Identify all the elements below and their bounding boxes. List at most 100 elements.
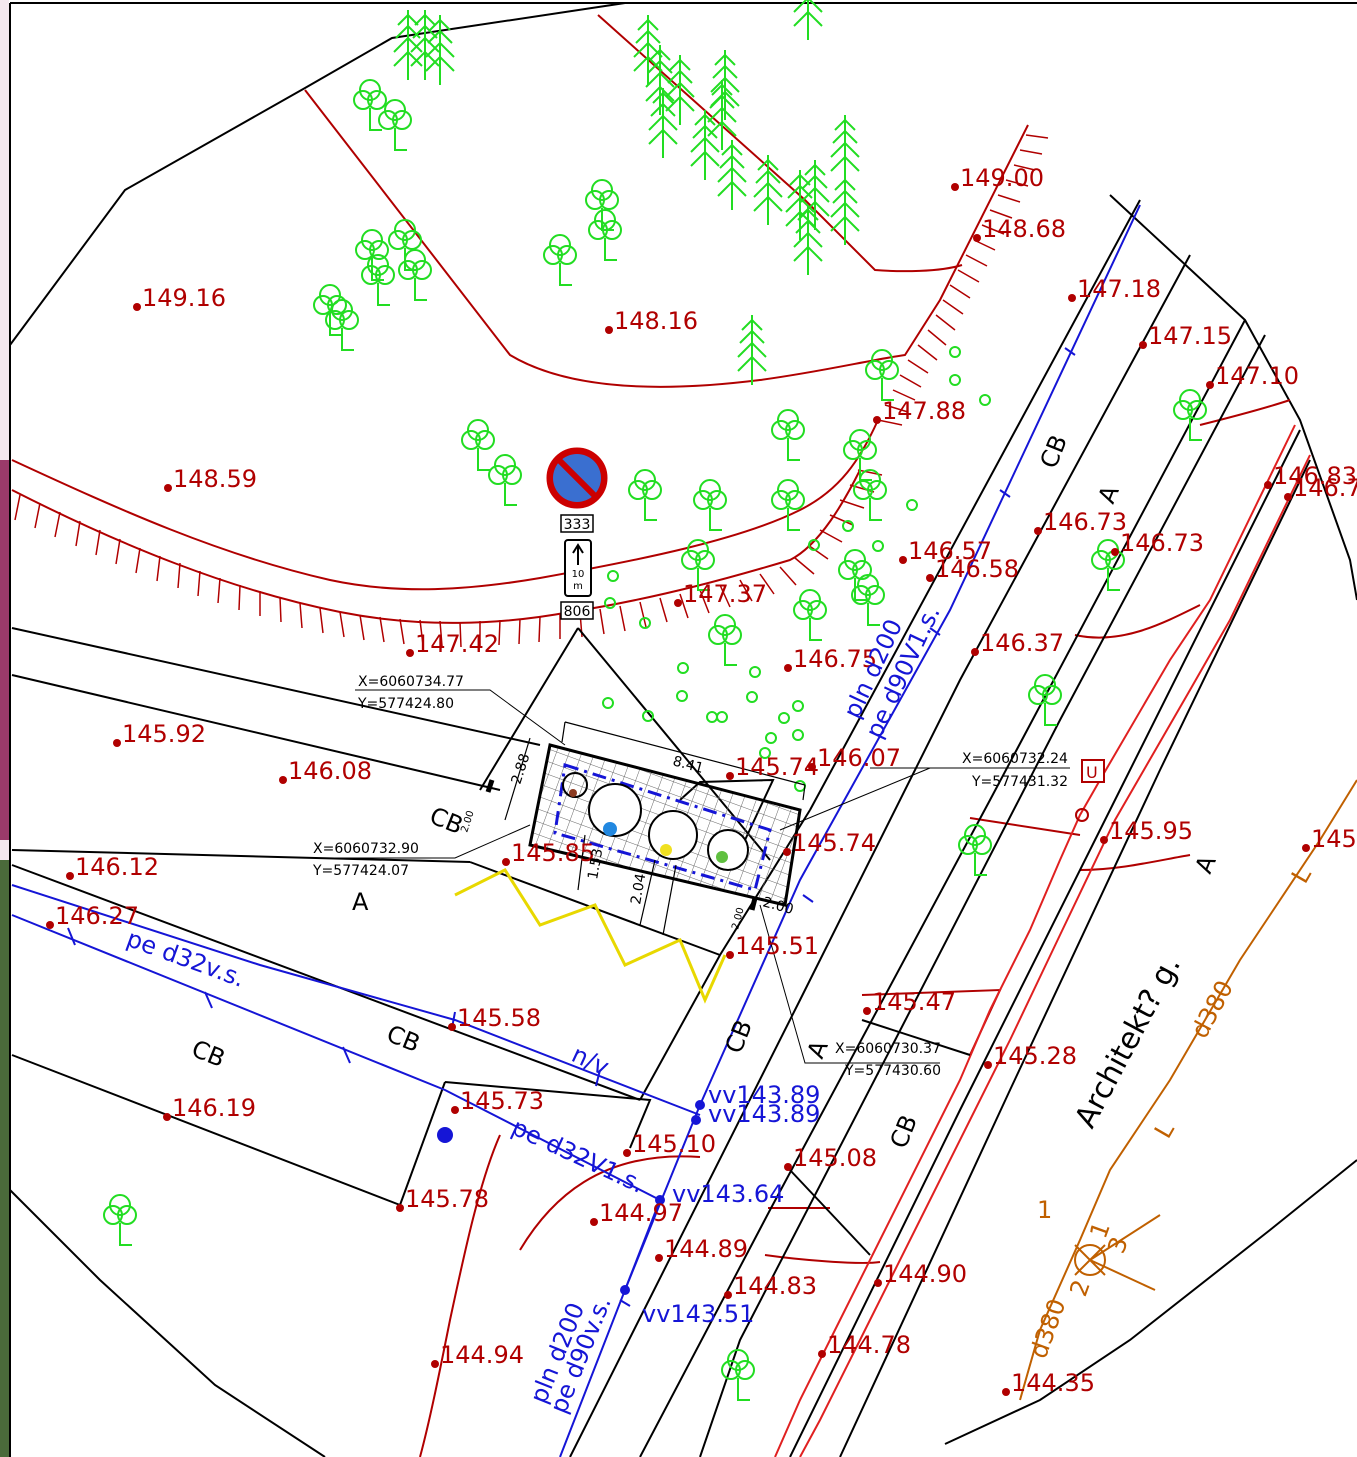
elevation-label: 147.88 [882,397,966,425]
elevation-label: 145.28 [993,1042,1077,1070]
water-level-label: vv143.51 [642,1300,754,1328]
coord-x: X=6060734.77 [358,674,464,690]
elevation-label: 145.74 [735,753,819,781]
elevation-point-icon [724,1291,732,1299]
elevation-point-icon [899,556,907,564]
elevation-point-icon [406,649,414,657]
sign-distance: 10 [572,569,585,580]
elevation-point-icon [971,648,979,656]
elevation-label: 145.74 [792,829,876,857]
water-level-label: vv143.64 [672,1180,784,1208]
elevation-label: 148.68 [982,215,1066,243]
coord-y: Y=577431.32 [971,774,1068,790]
elevation-label: 146.27 [55,902,139,930]
elevation-point-icon [863,1007,871,1015]
elevation-label: 147.42 [415,630,499,658]
elevation-point-icon [1002,1388,1010,1396]
elevation-label: 145.73 [460,1087,544,1115]
elevation-label: 149.00 [960,164,1044,192]
elevation-label: 145.92 [122,720,206,748]
elevation-label: 145.85 [511,839,595,867]
elevation-label: 147.18 [1077,275,1161,303]
elevation-label: 146.83 [1273,462,1357,490]
elevation-label: 145.10 [632,1130,716,1158]
water-level-label: vv143.89 [708,1100,820,1128]
elevation-label: 146.07 [817,744,901,772]
elevation-point-icon [818,1350,826,1358]
elevation-label: 145.08 [793,1144,877,1172]
elevation-point-icon [133,303,141,311]
elevation-point-icon [874,1279,882,1287]
elevation-label: 144.97 [599,1199,683,1227]
elevation-label: 146.75 [793,645,877,673]
elevation-point-icon [1034,527,1042,535]
elevation-point-icon [926,574,934,582]
elevation-label: 148.59 [173,465,257,493]
elevation-label: 146.08 [288,757,372,785]
elevation-label: 146.19 [172,1094,256,1122]
elevation-point-icon [502,858,510,866]
elevation-point-icon [1068,294,1076,302]
elevation-label: 147.10 [1215,362,1299,390]
sign-unit: m [573,581,583,592]
elevation-label: 146.73 [1043,508,1127,536]
dimension-label: 2.04 [628,872,649,906]
elevation-point-icon [1111,548,1119,556]
elevation-label: 145.47 [872,988,956,1016]
coord-y: Y=577424.07 [312,863,409,879]
elevation-point-icon [66,872,74,880]
elevation-point-icon [279,776,287,784]
elevation-point-icon [46,921,54,929]
elevation-point-icon [590,1218,598,1226]
elevation-point-icon [784,1163,792,1171]
elevation-point-icon [984,1061,992,1069]
elevation-point-icon [1206,381,1214,389]
elevation-label: 145.78 [405,1185,489,1213]
elevation-label: 144.83 [733,1272,817,1300]
elevation-label: 146.58 [935,555,1019,583]
elevation-point-icon [783,848,791,856]
hydrant-label: U [1086,763,1098,782]
elevation-label: 147.15 [1148,322,1232,350]
dimension-label: 2.00 [761,894,795,918]
elevation-point-icon [873,416,881,424]
elevation-point-icon [1302,844,1310,852]
elevation-point-icon [973,234,981,242]
elevation-label: 147.37 [683,580,767,608]
elevation-point-icon [655,1254,663,1262]
gas-number: 1 [1037,1196,1052,1224]
elevation-point-icon [1284,493,1292,501]
elevation-label: 146.57 [908,537,992,565]
elevation-label: 145.51 [735,932,819,960]
elevation-label: 144.78 [827,1331,911,1359]
elevation-point-icon [808,763,816,771]
elevation-point-icon [784,664,792,672]
elevation-label: 146.12 [75,853,159,881]
elevation-point-icon [113,739,121,747]
dimension-label: 8.41 [671,753,705,777]
elevation-point-icon [1139,341,1147,349]
elevation-point-icon [726,951,734,959]
sign-code-top: 333 [564,517,591,533]
elevation-label: 145.95 [1109,817,1193,845]
elevation-point-icon [951,183,959,191]
coord-y: Y=577430.60 [844,1063,941,1079]
elevation-point-icon [1100,836,1108,844]
elevation-points: 149.00148.68147.18147.15147.10146.83146.… [46,164,1357,1397]
elevation-label: 144.89 [664,1235,748,1263]
elevation-label: 144.94 [440,1341,524,1369]
elevation-label: 145 [1311,825,1357,853]
elevation-point-icon [451,1106,459,1114]
elevation-label: 146.7 [1293,474,1357,502]
elevation-point-icon [726,772,734,780]
elevation-point-icon [396,1204,404,1212]
coord-y: Y=577424.80 [357,696,454,712]
coord-x: X=6060732.24 [962,751,1068,767]
elevation-point-icon [605,326,613,334]
elevation-label: 149.16 [142,284,226,312]
elevation-label: 144.90 [883,1260,967,1288]
elevation-point-icon [164,484,172,492]
container-platform [310,689,1070,1064]
coord-x: X=6060732.90 [313,841,419,857]
